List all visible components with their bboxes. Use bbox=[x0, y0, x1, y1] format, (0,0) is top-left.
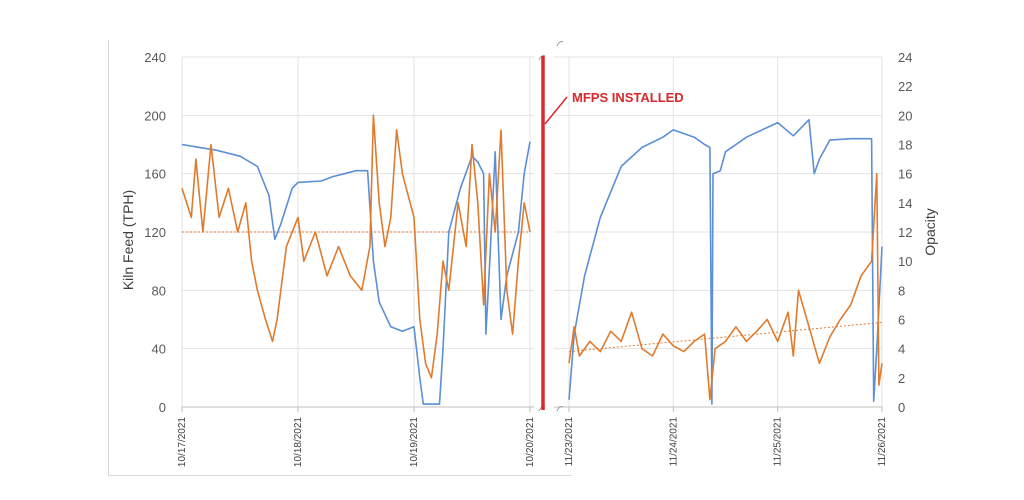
y2-axis-title: Opacity bbox=[922, 208, 938, 255]
y2-tick-label: 4 bbox=[898, 342, 905, 357]
x-tick-label: 10/20/2021 bbox=[525, 417, 536, 467]
y-tick-label: 160 bbox=[144, 167, 166, 182]
x-tick-label: 11/24/2021 bbox=[668, 417, 679, 467]
opacity-series-line-right bbox=[568, 172, 883, 401]
mfps-installed-annotation: MFPS INSTALLED bbox=[572, 90, 684, 105]
y-tick-label: 80 bbox=[152, 283, 166, 298]
kiln-feed-series-line-left bbox=[181, 141, 531, 405]
y-tick-label: 200 bbox=[144, 108, 166, 123]
x-tick-label: 11/26/2021 bbox=[877, 417, 888, 467]
y2-tick-label: 2 bbox=[898, 371, 905, 386]
x-tick-label: 10/17/2021 bbox=[177, 417, 188, 467]
y2-tick-label: 0 bbox=[898, 400, 905, 415]
trend-layer bbox=[182, 231, 883, 353]
x-tick-label: 10/19/2021 bbox=[409, 417, 420, 467]
opacity-trendline-right bbox=[568, 321, 883, 353]
y2-tick-label: 6 bbox=[898, 313, 905, 328]
y-axis-title: Kiln Feed (TPH) bbox=[120, 190, 136, 290]
y2-tick-label: 22 bbox=[898, 79, 912, 94]
x-tick-label: 11/25/2021 bbox=[773, 417, 784, 467]
y-tick-label: 120 bbox=[144, 225, 166, 240]
y2-tick-label: 16 bbox=[898, 167, 912, 182]
y2-tick-label: 18 bbox=[898, 138, 912, 153]
y-tick-label: 240 bbox=[144, 50, 166, 65]
y-tick-label: 0 bbox=[159, 400, 166, 415]
y2-tick-label: 10 bbox=[898, 254, 912, 269]
opacity-series-line-left bbox=[181, 114, 531, 379]
y2-tick-label: 12 bbox=[898, 225, 912, 240]
y2-tick-label: 14 bbox=[898, 196, 912, 211]
gridlines bbox=[181, 56, 883, 412]
chart-frame bbox=[108, 40, 572, 476]
y-tick-label: 40 bbox=[152, 342, 166, 357]
annotation-leader-line bbox=[544, 96, 568, 125]
tick-layer: 0408012016020024002468101214161820222410… bbox=[144, 50, 912, 467]
marker-layer bbox=[534, 41, 568, 412]
y2-tick-label: 8 bbox=[898, 283, 905, 298]
y2-tick-label: 24 bbox=[898, 50, 912, 65]
series-layer bbox=[181, 114, 883, 405]
x-tick-label: 10/18/2021 bbox=[293, 417, 304, 467]
x-tick-label: 11/23/2021 bbox=[564, 417, 575, 467]
y2-tick-label: 20 bbox=[898, 108, 912, 123]
kiln-feed-series-line-right bbox=[568, 118, 883, 405]
